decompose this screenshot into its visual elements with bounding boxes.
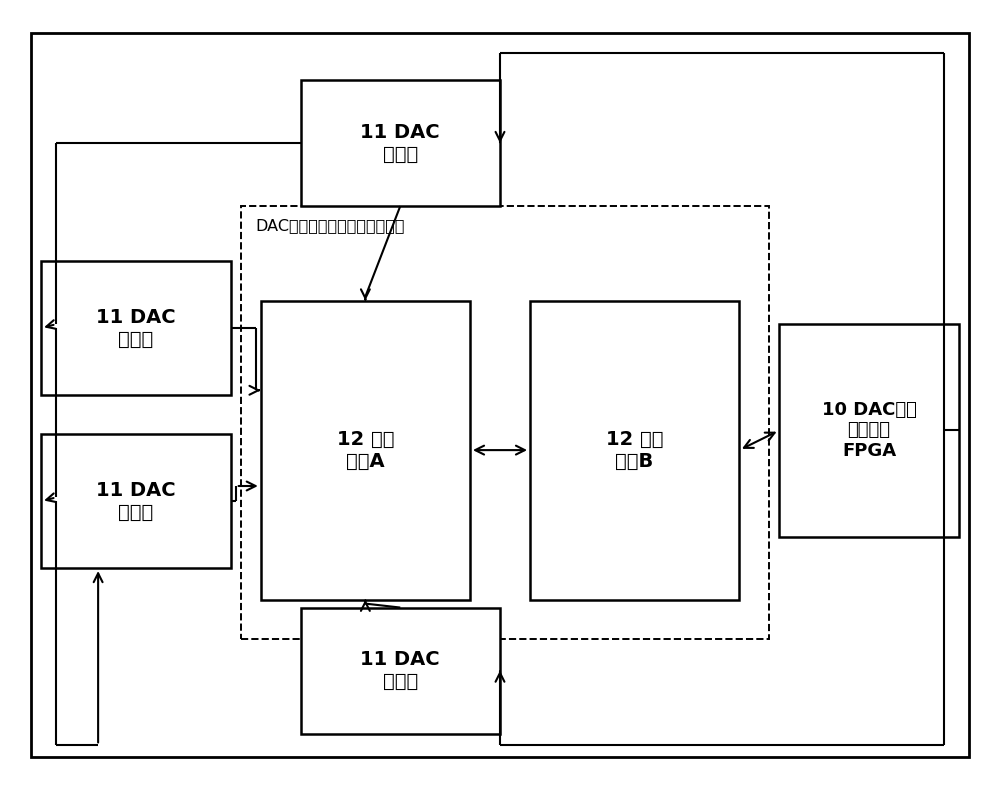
Bar <box>530 300 739 600</box>
Text: 12 通用
接口B: 12 通用 接口B <box>606 430 663 471</box>
Bar <box>41 435 231 568</box>
Bar <box>779 324 959 536</box>
Bar <box>241 206 769 639</box>
Text: 11 DAC
模块四: 11 DAC 模块四 <box>360 650 440 691</box>
Text: 11 DAC
模块一: 11 DAC 模块一 <box>360 122 440 164</box>
Bar <box>301 608 500 733</box>
Bar <box>261 300 470 600</box>
Text: 11 DAC
模块三: 11 DAC 模块三 <box>96 481 176 521</box>
Bar <box>301 80 500 206</box>
Text: DAC数据处理卡的通用接口模块: DAC数据处理卡的通用接口模块 <box>256 218 405 233</box>
Bar <box>41 261 231 395</box>
Text: 12 通用
接口A: 12 通用 接口A <box>337 430 394 471</box>
Text: 10 DAC数据
处理卡的
FPGA: 10 DAC数据 处理卡的 FPGA <box>822 401 916 461</box>
Text: 11 DAC
模块二: 11 DAC 模块二 <box>96 307 176 348</box>
